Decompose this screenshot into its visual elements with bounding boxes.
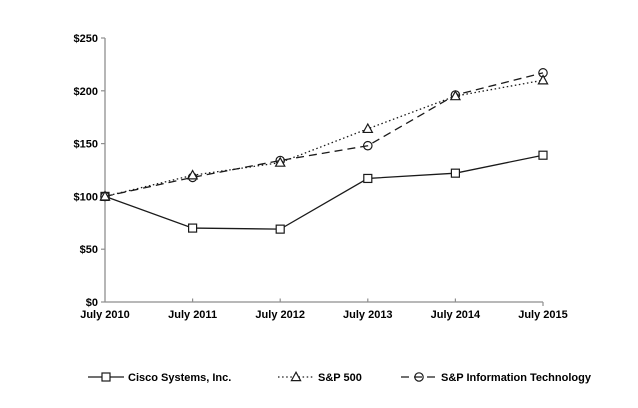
legend-label-cisco-systems-inc: Cisco Systems, Inc. — [128, 372, 231, 384]
s-p-information-technology-circle-marker — [362, 140, 373, 151]
x-tick-label: July 2014 — [431, 309, 481, 321]
legend-s-p-information-technology-circle-marker — [414, 372, 424, 382]
y-tick-label: $100 — [74, 191, 98, 203]
y-tick-label: $200 — [74, 86, 98, 98]
s-p-500-triangle-marker — [99, 190, 111, 201]
cisco-systems-inc-square-marker — [275, 224, 285, 234]
legend-label-s-p-information-technology: S&P Information Technology — [441, 372, 592, 384]
x-tick-label: July 2010 — [80, 309, 130, 321]
series-line-s-p-500 — [104, 79, 544, 198]
legend-s-p-500-triangle-marker — [290, 370, 302, 382]
series-line-s-p-information-technology — [104, 72, 544, 198]
s-p-500-triangle-marker — [537, 74, 549, 85]
cisco-systems-inc-square-marker — [188, 223, 198, 233]
x-tick-label: July 2012 — [255, 309, 305, 321]
s-p-500-triangle-marker — [274, 156, 286, 167]
cisco-systems-inc-square-marker — [538, 150, 548, 160]
legend-label-s-p-500: S&P 500 — [318, 372, 362, 384]
y-tick-label: $250 — [74, 33, 98, 45]
cisco-systems-inc-square-marker — [363, 173, 373, 184]
legend-cisco-systems-inc-square-marker — [101, 372, 111, 382]
y-tick-label: $50 — [80, 244, 98, 256]
x-tick-label: July 2015 — [518, 309, 568, 321]
s-p-500-triangle-marker — [186, 169, 199, 180]
x-tick-label: July 2013 — [343, 309, 393, 321]
s-p-500-triangle-marker — [449, 90, 462, 101]
s-p-500-triangle-marker — [362, 122, 374, 134]
y-tick-label: $0 — [86, 297, 98, 309]
y-tick-label: $150 — [74, 139, 98, 151]
x-tick-label: July 2011 — [168, 309, 217, 321]
series-line-cisco-systems-inc — [104, 154, 544, 230]
cisco-systems-inc-square-marker — [450, 168, 460, 178]
